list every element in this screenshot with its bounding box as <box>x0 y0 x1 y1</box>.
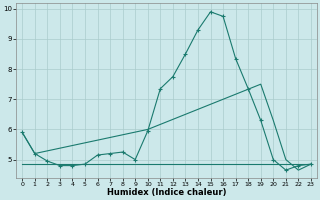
X-axis label: Humidex (Indice chaleur): Humidex (Indice chaleur) <box>107 188 226 197</box>
